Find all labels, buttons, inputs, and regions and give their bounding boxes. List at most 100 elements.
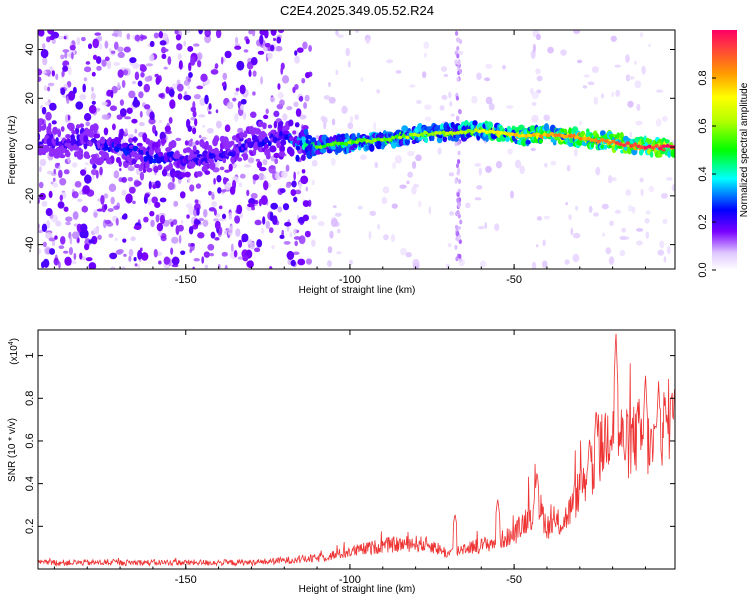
spectrogram-stripe-cell — [457, 150, 461, 156]
spectrogram-noise-cell — [659, 240, 665, 249]
spectrogram-stripe-cell — [456, 60, 461, 66]
spectrogram-scatter-cell — [92, 38, 100, 49]
spectrogram-ridge-core — [625, 141, 630, 145]
spectrogram-ridge-cell — [369, 144, 375, 152]
spectrogram-scatter-cell — [175, 225, 180, 236]
spectrogram-noise-cell — [130, 236, 136, 242]
spectrogram-noise-cell — [273, 37, 277, 42]
spectrogram-noise-cell — [67, 114, 71, 121]
spectrogram-noise-cell — [329, 230, 334, 239]
spectrogram-noise-cell — [209, 253, 214, 257]
spectrogram-noise-cell — [213, 218, 219, 222]
spectrogram-noise-cell — [38, 165, 42, 173]
spectrogram-ridge-core — [549, 132, 555, 136]
spectrogram-scatter-cell — [263, 30, 269, 39]
spectrogram-noise-cell — [631, 206, 636, 214]
spectrogram-noise-cell — [440, 66, 448, 72]
spectrogram-ridge-cell — [123, 149, 130, 156]
spectrogram-noise-cell — [328, 81, 331, 88]
spectrogram-noise-cell — [193, 43, 200, 47]
spectrogram-ridge-core — [527, 133, 533, 138]
spectrogram-scatter-cell — [63, 206, 69, 212]
spectrogram-scatter-cell — [95, 56, 102, 64]
spectrogram-noise-cell — [304, 94, 310, 102]
spectrogram-scatter-cell — [297, 258, 306, 266]
colorbar-tick-label: 0.8 — [697, 70, 709, 85]
spectrogram-noise-cell — [117, 46, 124, 53]
spectrogram-noise-cell — [69, 236, 73, 245]
spectrogram-scatter-cell — [87, 43, 93, 50]
spectrogram-noise-cell — [124, 128, 128, 135]
spectrogram-noise-cell — [68, 247, 74, 256]
spectrogram-ridge-core — [488, 129, 493, 134]
spectrogram-ridge-cell — [136, 142, 143, 147]
spectrogram-scatter-cell — [259, 34, 264, 45]
spectrogram-noise-cell — [183, 40, 187, 47]
spectrogram-stripe-cell — [458, 253, 462, 259]
spectrogram-scatter-cell — [88, 104, 97, 114]
spectrogram-scatter-cell — [154, 130, 158, 137]
spectrogram-ridge-core — [520, 133, 526, 138]
spectrogram-ridge-core — [535, 132, 540, 137]
spectrogram-ridge-core — [361, 138, 367, 142]
spectrogram-ridge-core — [470, 130, 475, 134]
spectrogram-noise-cell — [666, 176, 673, 181]
spectrogram-noise-cell — [327, 260, 333, 268]
spectrogram-scatter-cell — [293, 196, 298, 203]
spectrogram-noise-cell — [407, 171, 413, 178]
spectrogram-noise-cell — [283, 240, 291, 245]
spectrogram-noise-cell — [193, 257, 200, 262]
spectrogram-scatter-cell — [80, 169, 87, 176]
spectrogram-ridge-cell — [288, 119, 294, 127]
spectrogram-ridge-cell — [93, 133, 101, 139]
spectrogram-noise-cell — [357, 205, 363, 210]
spectrogram-noise-cell — [514, 159, 522, 169]
spectrogram-noise-cell — [239, 173, 246, 179]
spectrogram-noise-cell — [294, 240, 298, 247]
spectrogram-noise-cell — [219, 166, 225, 171]
spectrogram-noise-cell — [192, 266, 195, 269]
spectrogram-noise-cell — [113, 41, 119, 50]
spectrogram-scatter-cell — [131, 118, 138, 124]
spectrogram-ridge-cell — [72, 144, 80, 151]
spectrogram-ridge-core — [430, 132, 435, 136]
spectrogram-noise-cell — [374, 161, 379, 169]
spectrogram-noise-cell — [285, 182, 292, 189]
spectrogram-ridge-core — [665, 144, 670, 148]
spectrogram-ridge-cell — [253, 144, 259, 151]
spectrogram-stripe-cell — [457, 235, 461, 241]
spectrogram-noise-cell — [134, 128, 138, 134]
spectrogram-noise-cell — [208, 207, 216, 212]
spectrogram-noise-cell — [198, 134, 202, 139]
spectrogram-scatter-cell — [300, 175, 309, 185]
spectrogram-scatter-cell — [264, 42, 271, 48]
spectrogram-ridge-cell — [280, 145, 285, 152]
spectrogram-noise-cell — [488, 102, 495, 111]
spectrogram-noise-cell — [298, 181, 302, 191]
spectrogram-ridge-core — [426, 132, 432, 137]
spectrogram-scatter-cell — [210, 231, 216, 239]
snr-frame — [37, 329, 676, 570]
spectrogram-noise-cell — [536, 216, 543, 221]
spectrogram-noise-cell — [76, 36, 81, 46]
spectrogram-scatter-cell — [280, 139, 287, 146]
spectrogram-noise-cell — [394, 155, 403, 164]
spectrogram-scatter-cell — [290, 259, 296, 267]
snr-scale-exp: 4 — [8, 341, 15, 345]
spectrogram-noise-cell — [305, 258, 313, 265]
spectrogram-scatter-cell — [263, 114, 269, 120]
spectrogram-noise-cell — [127, 176, 134, 182]
spectrogram-noise-cell — [266, 52, 273, 60]
spectrogram-noise-cell — [117, 51, 125, 59]
spectrogram-stripe-cell — [456, 197, 460, 203]
spectrogram-ridge-cell — [424, 136, 429, 144]
spectrogram-ridge-core — [473, 128, 479, 132]
spectrogram-noise-cell — [101, 59, 107, 67]
spectrogram-noise-cell — [113, 205, 120, 210]
spectrogram-noise-cell — [127, 165, 135, 172]
spectrogram-noise-cell — [224, 264, 228, 269]
spectrogram-ridge-cell — [237, 157, 243, 162]
spectrogram-ridge-core — [455, 131, 461, 135]
spectrogram-noise-cell — [424, 116, 432, 122]
spectrogram-noise-cell — [54, 162, 59, 169]
